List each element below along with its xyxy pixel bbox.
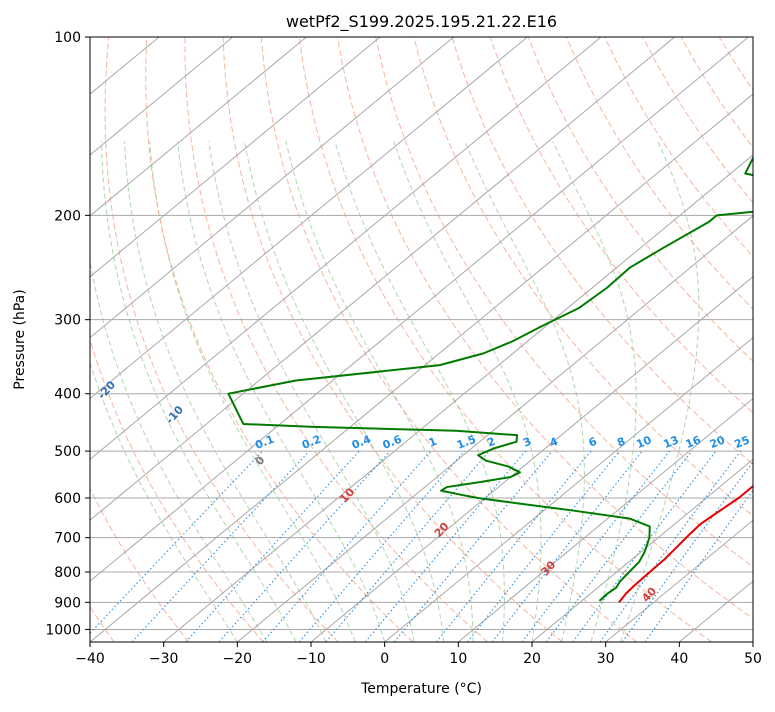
isotherm bbox=[531, 458, 753, 642]
isotherm bbox=[90, 37, 381, 278]
x-tick-label: −20 bbox=[223, 651, 253, 667]
dry-adiabat bbox=[184, 37, 488, 642]
x-axis-ticks: −40 −30 −20 −10 0 10 20 30 40 50 bbox=[75, 642, 762, 667]
isotherm bbox=[90, 37, 307, 217]
isotherm bbox=[90, 37, 455, 339]
isotherm bbox=[90, 93, 753, 642]
isotherm bbox=[384, 336, 753, 642]
x-tick-label: 0 bbox=[380, 651, 389, 667]
mixing-ratio-line bbox=[218, 450, 391, 642]
isotherm bbox=[90, 37, 602, 461]
mixing-ratio-line bbox=[185, 450, 360, 642]
dry-adiabat bbox=[104, 37, 339, 642]
mixing-ratio-label: 13 bbox=[662, 433, 681, 451]
x-axis-label: Temperature (°C) bbox=[360, 681, 482, 697]
y-axis-ticks: 100 200 300 400 500 600 700 800 900 1000 bbox=[45, 30, 90, 638]
isotherm bbox=[310, 276, 753, 642]
y-tick-label: 400 bbox=[54, 387, 81, 403]
mixing-ratio-label: 20 bbox=[708, 433, 727, 451]
isotherm bbox=[458, 397, 753, 642]
dry-adiabat bbox=[566, 37, 753, 310]
isotherm bbox=[90, 37, 234, 156]
mixing-ratio-line bbox=[90, 450, 263, 635]
mixing-ratio-line bbox=[364, 450, 526, 642]
dry-adiabat bbox=[451, 37, 753, 465]
x-tick-label: −40 bbox=[75, 651, 105, 667]
plot-frame bbox=[89, 36, 754, 643]
y-tick-label: 600 bbox=[54, 491, 81, 507]
dry-adiabat bbox=[90, 337, 264, 642]
x-tick-label: −30 bbox=[149, 651, 179, 667]
y-tick-label: 700 bbox=[54, 531, 81, 547]
x-tick-label: 50 bbox=[744, 651, 762, 667]
mixing-ratio-label: 16 bbox=[684, 433, 703, 451]
isotherm bbox=[163, 154, 753, 642]
mixing-ratio-label: 8 bbox=[615, 435, 627, 450]
dry-adiabat bbox=[145, 37, 414, 642]
isotherms bbox=[90, 37, 753, 642]
x-tick-label: 40 bbox=[670, 651, 688, 667]
mixing-ratio-line bbox=[521, 450, 671, 642]
dry-adiabat bbox=[222, 37, 563, 642]
isobars bbox=[90, 37, 753, 630]
mixing-ratio-line bbox=[545, 450, 693, 642]
x-tick-label: 30 bbox=[597, 651, 615, 667]
y-tick-label: 1000 bbox=[45, 622, 81, 638]
mixing-ratio-line bbox=[621, 461, 753, 642]
chart-title: wetPf2_S199.2025.195.21.22.E16 bbox=[286, 12, 557, 32]
mixing-ratio-line bbox=[393, 450, 553, 642]
mixing-ratio-line bbox=[467, 450, 620, 642]
y-axis-label: Pressure (hPa) bbox=[12, 289, 28, 389]
isotherm bbox=[90, 37, 749, 582]
mixing-ratio-line bbox=[644, 489, 753, 642]
y-tick-label: 800 bbox=[54, 565, 81, 581]
mixing-ratio-line bbox=[262, 450, 432, 642]
isotherm bbox=[237, 215, 753, 642]
mixing-ratio-label: 2 bbox=[485, 435, 497, 450]
dry-adiabat bbox=[527, 37, 753, 362]
y-tick-label: 100 bbox=[54, 30, 81, 46]
x-tick-label: 20 bbox=[523, 651, 541, 667]
isotherm bbox=[90, 37, 676, 521]
dry-adiabats bbox=[90, 37, 753, 642]
mixing-ratio-label: 3 bbox=[521, 435, 533, 450]
dry-adiabat bbox=[260, 37, 638, 642]
x-tick-label: −10 bbox=[296, 651, 326, 667]
mixing-ratio-line bbox=[435, 450, 592, 642]
mixing-ratio-label: 10 bbox=[634, 433, 653, 451]
y-tick-label: 300 bbox=[54, 313, 81, 329]
mixing-ratio-label: 1 bbox=[427, 435, 439, 450]
temperature-profile bbox=[618, 484, 753, 603]
sounding-profiles bbox=[227, 156, 753, 603]
mixing-ratio-label: 25 bbox=[733, 433, 752, 451]
y-tick-label: 500 bbox=[54, 444, 81, 460]
y-tick-label: 200 bbox=[54, 208, 81, 224]
x-tick-label: 10 bbox=[449, 651, 467, 667]
y-tick-label: 900 bbox=[54, 595, 81, 611]
mixing-ratio-line bbox=[599, 450, 742, 642]
dewpoint-profile bbox=[227, 156, 753, 602]
dry-adiabat bbox=[298, 37, 713, 642]
isotherm bbox=[605, 519, 753, 642]
isotherm bbox=[90, 37, 528, 400]
dry-adiabat bbox=[375, 37, 753, 568]
mixing-ratio-lines: 0.10.20.40.611.52346810131620253036 bbox=[90, 432, 753, 642]
mixing-ratio-line bbox=[572, 450, 717, 642]
mixing-ratio-line bbox=[131, 450, 310, 642]
dry-adiabat bbox=[489, 37, 753, 414]
plot-area: 0.10.20.40.611.52346810131620253036 -100… bbox=[90, 37, 753, 642]
dry-adiabat bbox=[337, 37, 753, 620]
